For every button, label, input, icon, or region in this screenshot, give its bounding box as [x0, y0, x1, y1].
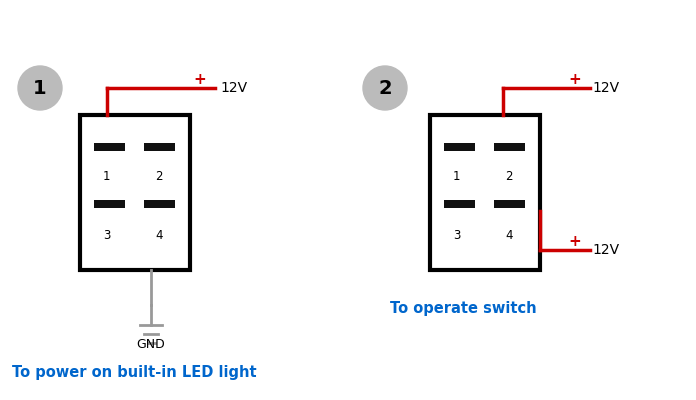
- Text: 2: 2: [505, 170, 513, 184]
- Text: To operate switch: To operate switch: [390, 300, 537, 316]
- Text: 2: 2: [378, 78, 392, 98]
- Text: 12V: 12V: [592, 243, 619, 257]
- Text: 1: 1: [102, 170, 110, 184]
- Text: 2: 2: [155, 170, 163, 184]
- Text: 4: 4: [505, 230, 513, 242]
- Text: GND: GND: [136, 338, 166, 351]
- Bar: [94, 200, 125, 208]
- Bar: [493, 143, 525, 151]
- Text: 12V: 12V: [220, 81, 247, 95]
- Text: 1: 1: [452, 170, 460, 184]
- Bar: [144, 200, 175, 208]
- Text: +: +: [569, 72, 581, 88]
- Bar: [80, 115, 190, 270]
- Circle shape: [18, 66, 62, 110]
- Text: 4: 4: [155, 230, 163, 242]
- Bar: [144, 143, 175, 151]
- Circle shape: [363, 66, 407, 110]
- Text: +: +: [193, 72, 207, 88]
- Bar: [493, 200, 525, 208]
- Bar: [430, 115, 540, 270]
- Bar: [444, 200, 475, 208]
- Bar: [444, 143, 475, 151]
- Text: 3: 3: [103, 230, 110, 242]
- Text: 3: 3: [452, 230, 460, 242]
- Text: To power on built-in LED light: To power on built-in LED light: [12, 364, 257, 380]
- Text: +: +: [569, 234, 581, 250]
- Text: 12V: 12V: [592, 81, 619, 95]
- Text: 1: 1: [33, 78, 47, 98]
- Bar: [94, 143, 125, 151]
